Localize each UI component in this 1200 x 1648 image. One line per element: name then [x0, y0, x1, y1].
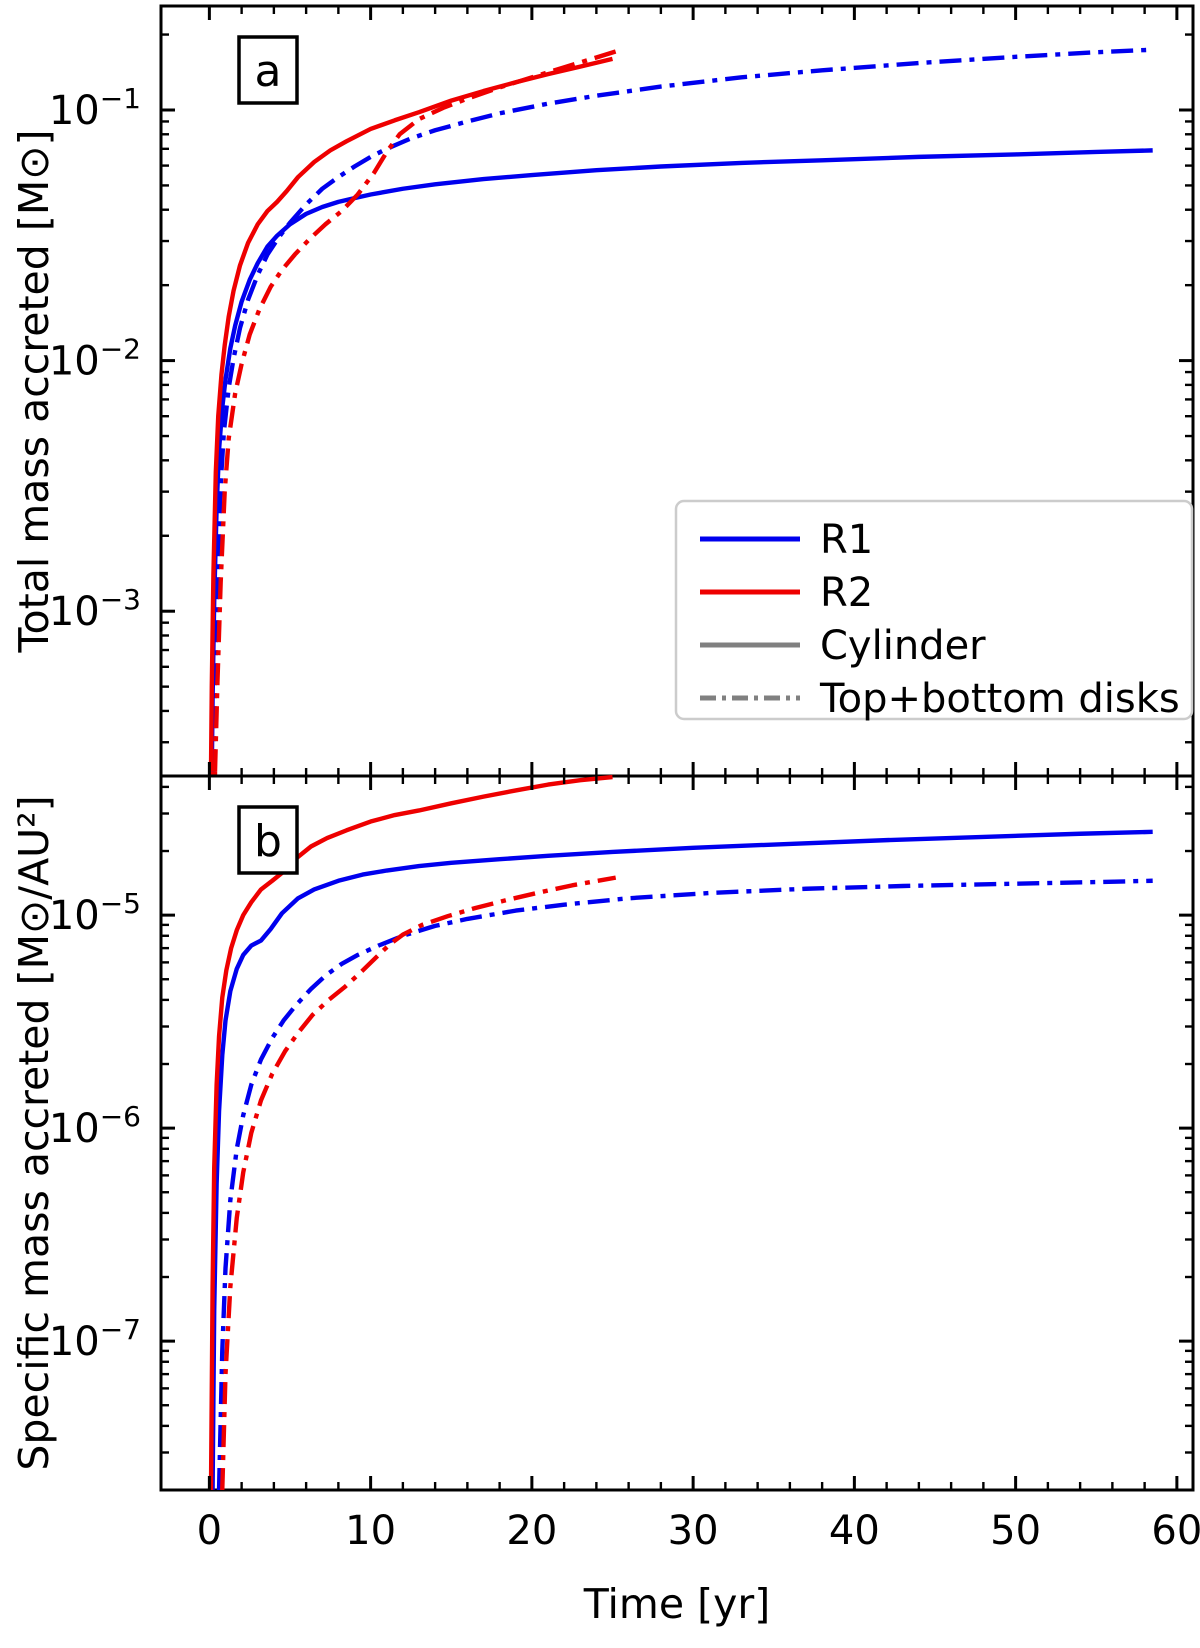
curve-r2-top-bottom-disks [220, 875, 617, 1491]
x-axis-tick-labels: 0 10 20 30 40 50 60 [197, 1508, 1200, 1554]
panel-a-tick-labels: 10−3 10−2 10−1 [49, 82, 141, 635]
x-tick-label: 40 [829, 1508, 880, 1554]
y-tick-label: 10−2 [49, 333, 141, 385]
panel-a: 10−3 10−2 10−1 a Total mass accreted [M⊙] [10, 4, 1195, 778]
panel-a-label: a [255, 46, 282, 97]
curve-r1-top-bottom-disks [216, 878, 1153, 1491]
x-axis-title: Time [yr] [583, 1580, 770, 1628]
legend-label-top-bottom-disks: Top+bottom disks [819, 676, 1180, 722]
y-tick-label: 10−1 [49, 82, 141, 134]
panel-b: 10−7 10−6 10−5 b Specific mass accreted [M… [10, 774, 1195, 1492]
legend-label-r1: R1 [820, 517, 873, 563]
legend-label-cylinder: Cylinder [820, 623, 986, 669]
panel-b-tick-labels: 10−7 10−6 10−5 [49, 887, 141, 1365]
x-tick-label: 30 [668, 1508, 719, 1554]
x-tick-label: 60 [1151, 1508, 1200, 1554]
x-tick-label: 20 [506, 1508, 557, 1554]
panel-b-y-axis-title: Specific mass accreted [M⊙/AU²] [10, 795, 58, 1470]
legend-label-r2: R2 [820, 570, 873, 616]
legend-box [674, 499, 1194, 721]
panel-a-curves [208, 47, 1153, 776]
y-tick-label: 10−7 [49, 1313, 141, 1365]
x-axis: 0 10 20 30 40 50 60 Time [yr] [197, 6, 1200, 1628]
panel-b-label: b [254, 816, 282, 867]
curve-r1-cylinder [209, 148, 1153, 772]
x-tick-label: 10 [345, 1508, 396, 1554]
panel-a-y-axis-title: Total mass accreted [M⊙] [10, 129, 58, 653]
x-tick-label: 50 [990, 1508, 1041, 1554]
x-axis-tick-marks [207, 6, 1179, 1490]
panel-a-label-badge: a [237, 35, 299, 105]
y-tick-label: 10−5 [49, 887, 141, 939]
y-tick-label: 10−3 [49, 583, 141, 635]
panel-b-label-badge: b [237, 805, 299, 875]
legend: R1 R2 Cylinder Top+bottom disks [674, 499, 1194, 722]
curve-r2-cylinder [208, 56, 614, 772]
curve-r2-top-bottom-disks [212, 48, 618, 772]
legend-items: R1 R2 Cylinder Top+bottom disks [700, 517, 1180, 722]
x-tick-label: 0 [197, 1508, 222, 1554]
y-tick-label: 10−6 [49, 1100, 141, 1152]
curve-r1-cylinder [210, 829, 1153, 1491]
curve-r1-top-bottom-disks [211, 47, 1153, 772]
panel-b-frame [159, 774, 1195, 1492]
panel-b-tick-marks [161, 785, 1193, 1492]
